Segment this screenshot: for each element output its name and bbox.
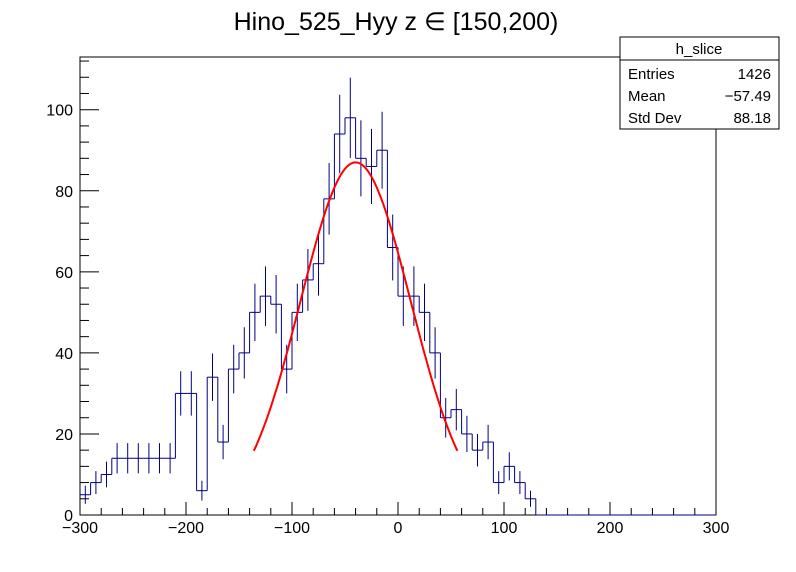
stats-mean-label: Mean bbox=[628, 88, 666, 105]
y-tick-label: 20 bbox=[55, 427, 73, 444]
x-tick-label: −300 bbox=[62, 520, 98, 537]
stats-box-title: h_slice bbox=[676, 41, 723, 58]
fit-curve bbox=[252, 161, 459, 452]
fit-curve-series bbox=[252, 161, 459, 452]
y-tick-label: 0 bbox=[64, 508, 73, 525]
y-tick-label: 60 bbox=[55, 265, 73, 282]
stats-entries-label: Entries bbox=[628, 66, 675, 83]
stats-box: h_slice Entries 1426 Mean −57.49 Std Dev… bbox=[619, 36, 780, 130]
y-tick-label: 40 bbox=[55, 346, 73, 363]
stats-box-frame bbox=[619, 36, 780, 130]
y-tick-label: 80 bbox=[55, 184, 73, 201]
stats-entries-value: 1426 bbox=[738, 66, 771, 83]
stats-mean-value: −57.49 bbox=[725, 88, 771, 105]
stats-stddev-label: Std Dev bbox=[628, 110, 682, 127]
x-tick-label: −100 bbox=[274, 520, 310, 537]
histogram-series bbox=[80, 77, 716, 516]
x-tick-label: 300 bbox=[703, 520, 730, 537]
x-tick-label: 200 bbox=[597, 520, 624, 537]
x-axis: −300 −200 −100 0 100 200 300 bbox=[62, 502, 729, 537]
chart-title: Hino_525_Hyy z ∈ [150,200) bbox=[234, 8, 559, 36]
y-tick-label: 100 bbox=[46, 103, 73, 120]
x-tick-label: 0 bbox=[394, 520, 403, 537]
x-tick-label: −200 bbox=[168, 520, 204, 537]
y-axis: 0 20 40 60 80 100 bbox=[46, 60, 99, 525]
x-tick-label: 100 bbox=[491, 520, 518, 537]
stats-stddev-value: 88.18 bbox=[733, 110, 771, 127]
